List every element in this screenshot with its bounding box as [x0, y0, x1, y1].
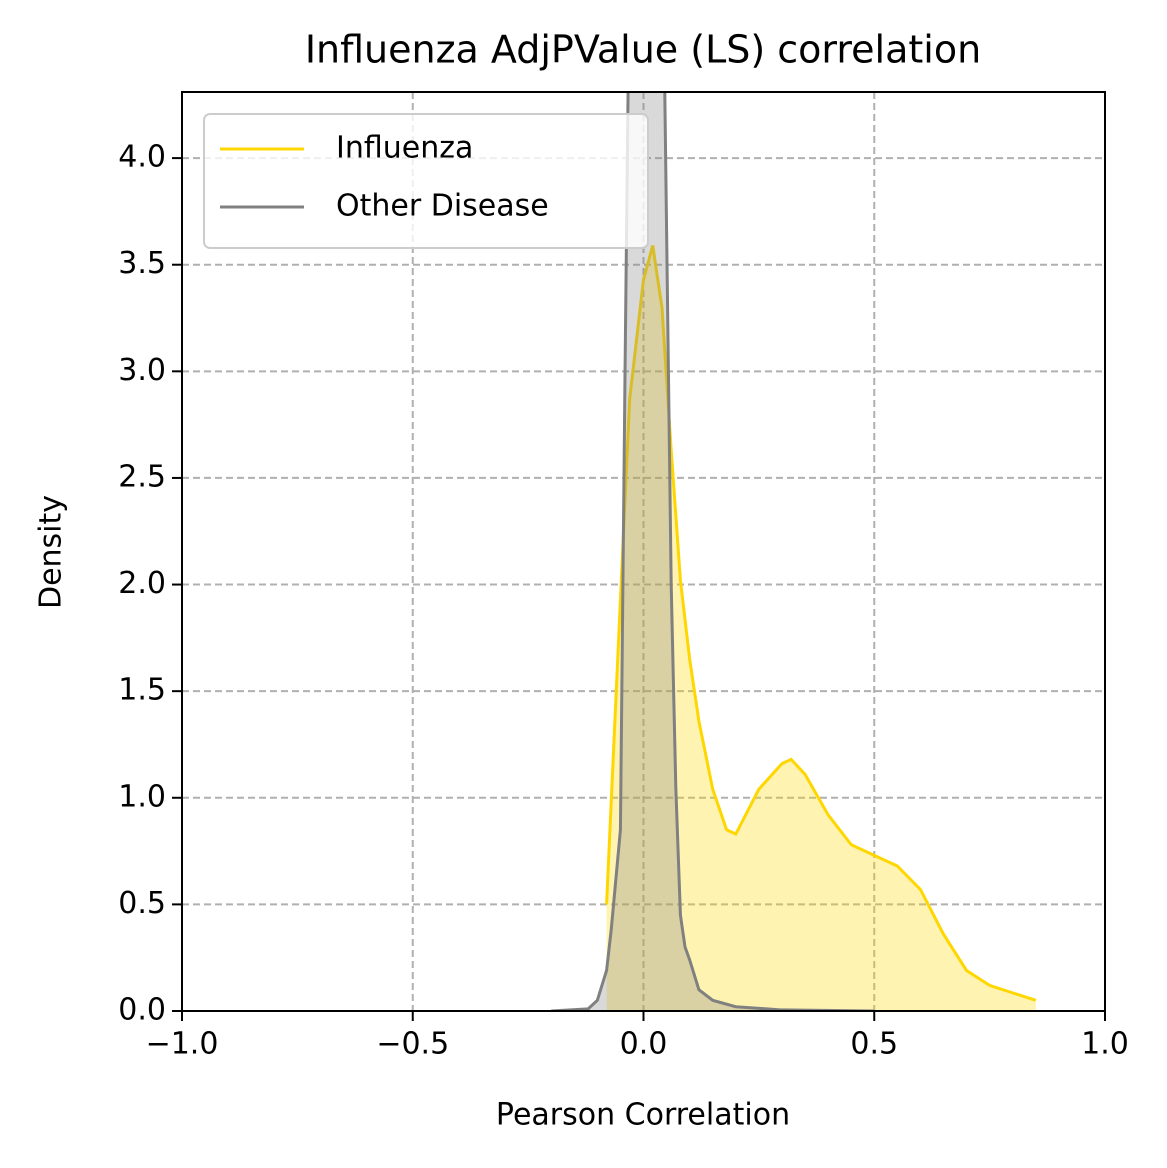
plot-frame: [181, 91, 1106, 1012]
density-line: [605, 245, 1037, 1002]
chart-title: Influenza AdjPValue (LS) correlation: [305, 28, 981, 72]
plot-area: [551, 92, 1037, 1011]
y-tick-label: 3.5: [118, 246, 166, 281]
x-axis-label: Pearson Correlation: [496, 1098, 790, 1133]
x-tick-label: −0.5: [376, 1027, 449, 1062]
y-tick-label: 0.0: [118, 993, 166, 1028]
x-tick-label: 0.0: [620, 1027, 668, 1062]
y-tick-label: 2.5: [118, 459, 166, 494]
y-tick-label: 1.0: [118, 779, 166, 814]
y-tick-label: 0.5: [118, 886, 166, 921]
legend-label: Other Disease: [336, 189, 549, 224]
y-axis-label: Density: [34, 495, 69, 609]
area-fill: [551, 92, 875, 1011]
y-tick-label: 3.0: [118, 353, 166, 388]
y-tick-label: 4.0: [118, 140, 166, 175]
legend-box: [203, 113, 649, 249]
density-line: [551, 92, 875, 1011]
y-tick-label: 2.0: [118, 566, 166, 601]
area-fill: [606, 245, 1036, 1011]
legend-label: Influenza: [336, 131, 473, 166]
y-tick-label: 1.5: [118, 673, 166, 708]
x-tick-label: −1.0: [146, 1027, 219, 1062]
x-tick-label: 0.5: [850, 1027, 898, 1062]
x-tick-label: 1.0: [1081, 1027, 1129, 1062]
